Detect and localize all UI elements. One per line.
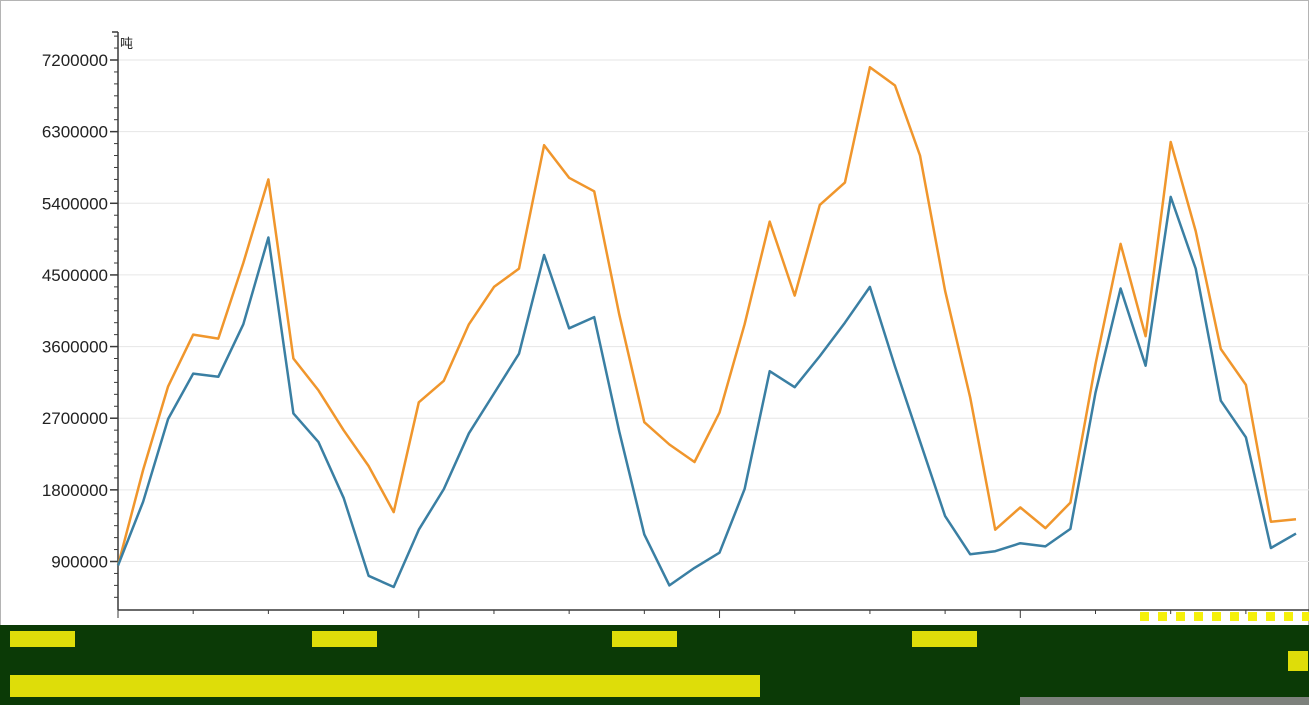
y-tick-label: 1800000 bbox=[42, 481, 108, 500]
glitch-dot bbox=[1176, 612, 1185, 621]
series-lines bbox=[116, 65, 1297, 589]
y-tick-label: 2700000 bbox=[42, 409, 108, 428]
line-chart: 900000 1800000 2700000 3600000 4500000 540000… bbox=[42, 31, 1309, 618]
y-tick-label: 4500000 bbox=[42, 266, 108, 285]
glitch-block bbox=[1020, 697, 1309, 705]
y-axis: 900000 1800000 2700000 3600000 4500000 540000… bbox=[42, 31, 119, 610]
glitch-block bbox=[312, 631, 377, 647]
glitch-dot bbox=[1266, 612, 1275, 621]
glitch-block bbox=[612, 631, 677, 647]
glitch-block bbox=[380, 675, 760, 697]
glitch-dot bbox=[1194, 612, 1203, 621]
glitch-block bbox=[1288, 651, 1308, 671]
x-axis bbox=[117, 609, 1309, 618]
glitch-dot bbox=[1230, 612, 1239, 621]
glitch-dot bbox=[1140, 612, 1149, 621]
glitch-block bbox=[912, 631, 977, 647]
glitch-block bbox=[10, 631, 75, 647]
series-line-2 bbox=[116, 195, 1297, 589]
glitch-dot bbox=[1284, 612, 1293, 621]
glitch-block bbox=[130, 675, 380, 697]
glitch-dot bbox=[1212, 612, 1221, 621]
y-tick-label: 7200000 bbox=[42, 51, 108, 70]
glitch-dot bbox=[1302, 612, 1309, 621]
y-tick-label: 900000 bbox=[51, 553, 108, 572]
glitch-dot bbox=[1248, 612, 1257, 621]
glitch-block bbox=[10, 675, 130, 697]
corrupted-region bbox=[0, 612, 1309, 705]
y-tick-label: 6300000 bbox=[42, 123, 108, 142]
grid-lines bbox=[118, 59, 1309, 562]
y-tick-label: 5400000 bbox=[42, 194, 108, 213]
glitch-dot bbox=[1158, 612, 1167, 621]
y-axis-unit-label: 吨 bbox=[120, 37, 133, 52]
series-line-1 bbox=[116, 65, 1297, 566]
y-tick-label: 3600000 bbox=[42, 338, 108, 357]
